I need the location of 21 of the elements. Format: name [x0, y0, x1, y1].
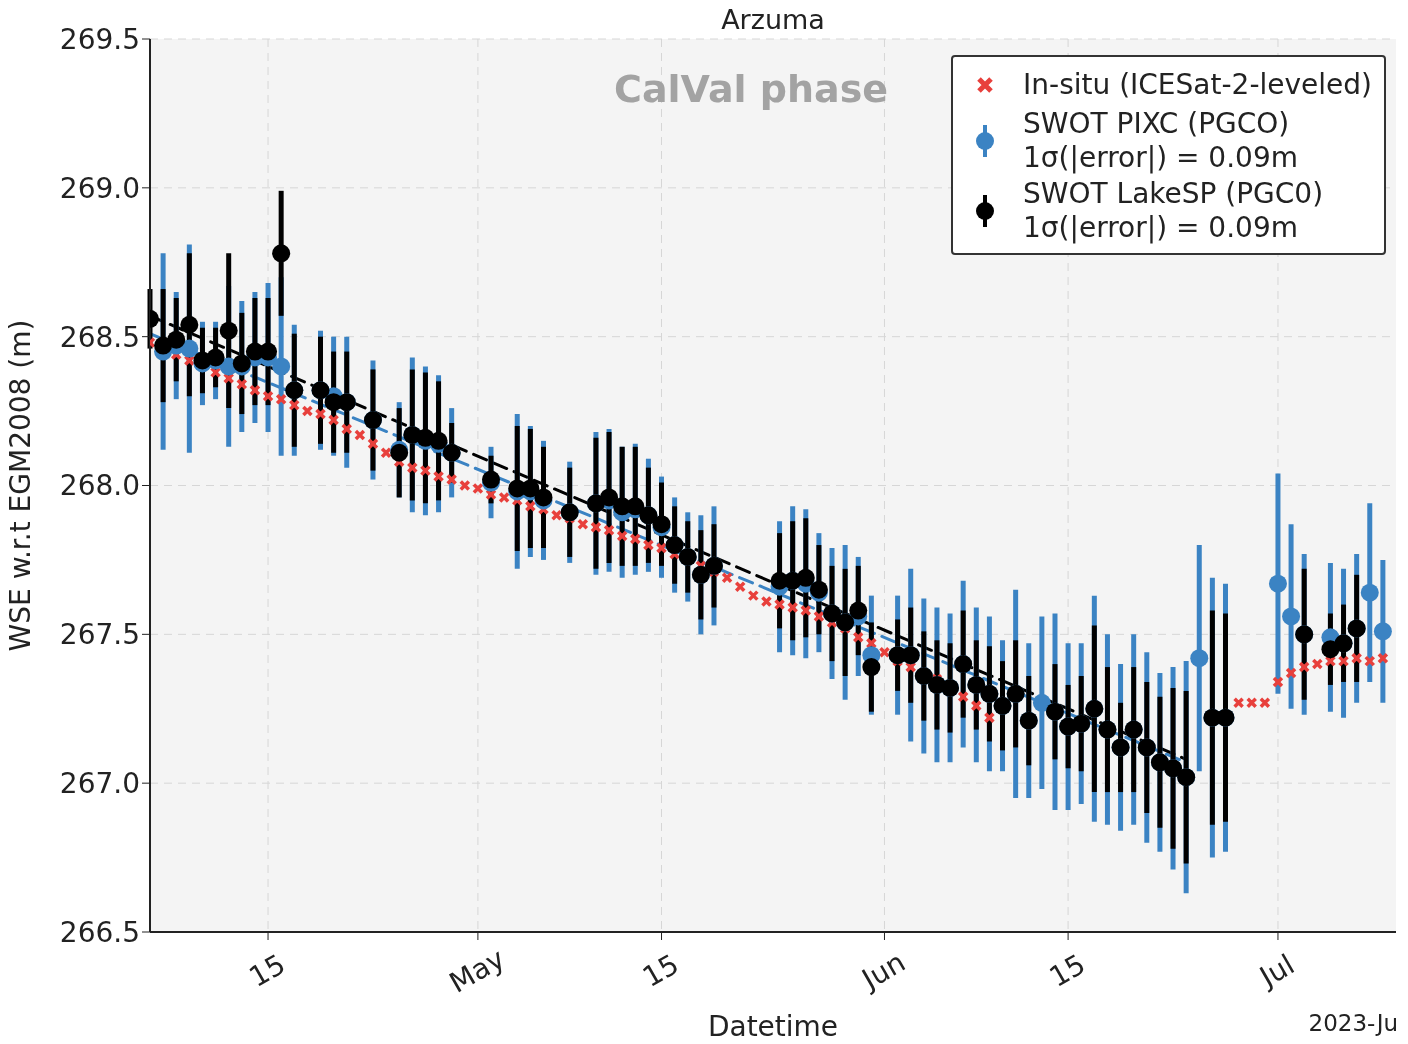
chart-title: Arzuma [720, 4, 826, 35]
legend-label: SWOT PIXC (PGCO) 1σ(|error|) = 0.09m [1023, 107, 1298, 175]
legend-label: In-situ (ICESat-2-leveled) [1023, 68, 1372, 102]
y-tick-label: 266.5 [59, 915, 140, 949]
y-tick-label: 268.5 [59, 320, 140, 354]
y-tick-label: 267.5 [59, 618, 140, 652]
x-tick-label: Jul [1252, 947, 1301, 995]
y-tick-label: 268.0 [59, 469, 140, 503]
x-tick-label: May [443, 941, 511, 1000]
legend-label: SWOT LakeSP (PGC0) 1σ(|error|) = 0.09m [1023, 177, 1324, 245]
x-tick-label: Jun [854, 945, 911, 997]
y-axis-title: WSE w.r.t EGM2008 (m) [3, 319, 37, 652]
y-tick-label: 269.5 [59, 22, 140, 56]
x-tick-label: 15 [637, 947, 685, 994]
annotation: CalVal phase [614, 67, 889, 111]
text: 2023-Ju [1308, 1010, 1398, 1036]
x-axis-title: Datetime [707, 1010, 839, 1043]
y-tick-label: 269.0 [59, 171, 140, 205]
x-tick-label: 15 [243, 947, 291, 994]
y-tick-label: 267.0 [59, 767, 140, 801]
x-tick-label: 15 [1043, 947, 1092, 994]
